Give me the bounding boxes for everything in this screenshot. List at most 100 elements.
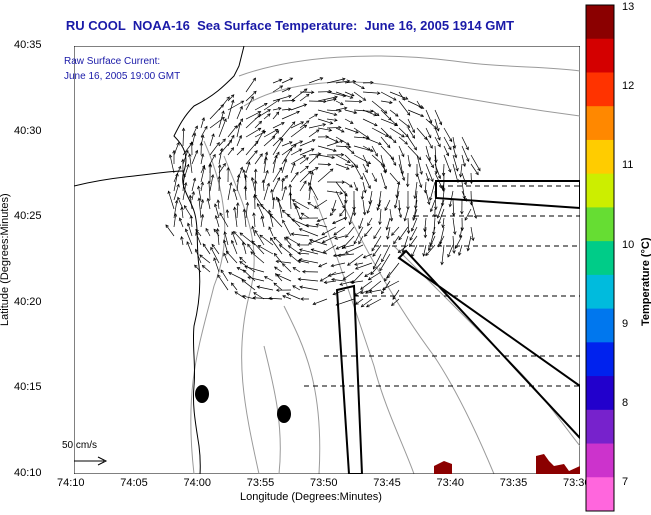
y-tick-label: 40:35 <box>14 39 42 51</box>
current-vector-head <box>247 161 251 166</box>
colorbar-segment <box>586 139 614 175</box>
current-vector <box>425 109 432 124</box>
current-vector <box>218 148 223 165</box>
current-vector <box>263 136 275 147</box>
current-vector <box>290 124 307 138</box>
current-vector <box>380 127 392 139</box>
current-vector <box>245 114 261 129</box>
current-vector <box>269 297 283 300</box>
current-vector <box>398 91 405 101</box>
current-vector-head <box>360 303 365 308</box>
colorbar-segment <box>586 5 614 40</box>
current-vector-head <box>216 141 220 146</box>
current-vector <box>384 271 391 282</box>
current-vector-head <box>310 171 314 175</box>
current-vector <box>295 205 301 219</box>
current-vector-head <box>257 113 262 118</box>
current-vector <box>200 214 204 228</box>
current-vector <box>425 145 431 161</box>
current-vector-head <box>389 218 394 222</box>
current-vector <box>281 111 300 120</box>
current-vector <box>459 226 463 238</box>
current-vector-head <box>207 180 211 185</box>
current-vector <box>179 217 184 228</box>
colorbar-segment <box>586 241 614 276</box>
current-vector-head <box>307 202 311 206</box>
current-vector <box>345 226 355 238</box>
current-vector <box>191 150 198 165</box>
current-vector <box>263 99 280 111</box>
annotation-line-2: June 16, 2005 19:00 GMT <box>64 71 181 82</box>
current-vector-head <box>358 225 362 230</box>
current-vector <box>339 208 346 217</box>
current-vector-head <box>329 121 334 125</box>
current-vector <box>281 144 297 156</box>
current-vector-head <box>189 214 193 219</box>
current-vector-head <box>319 278 324 282</box>
current-vector <box>227 94 235 102</box>
current-vector <box>452 199 455 216</box>
current-vector <box>239 261 256 273</box>
current-vector-head <box>275 273 279 277</box>
current-vector <box>292 267 301 273</box>
current-vector-head <box>406 124 411 128</box>
current-vector-head <box>458 234 463 239</box>
current-vector <box>470 226 474 241</box>
current-vector-head <box>344 250 349 254</box>
current-vector <box>217 228 220 246</box>
current-vector-head <box>365 163 369 168</box>
current-vector-head <box>350 93 355 97</box>
current-vector <box>344 109 357 114</box>
current-vector-head <box>297 277 302 281</box>
current-vector <box>187 223 193 237</box>
current-vector <box>281 108 291 111</box>
current-vector-head <box>242 269 247 274</box>
current-vector <box>286 236 301 246</box>
current-vector <box>398 208 402 218</box>
current-vector-head <box>272 196 276 201</box>
current-vector-head <box>240 147 245 152</box>
current-vector-head <box>374 123 378 127</box>
current-vector <box>242 242 247 255</box>
current-vector <box>371 235 382 252</box>
current-vector <box>362 172 371 189</box>
current-vector-head <box>221 110 225 115</box>
current-vector-head <box>315 154 319 159</box>
current-vector <box>344 127 359 134</box>
current-vector-head <box>254 229 258 234</box>
current-vector-head <box>355 301 359 305</box>
current-vector-head <box>267 109 271 113</box>
current-vector <box>434 145 437 163</box>
colorbar-tick-label: 12 <box>622 80 635 93</box>
current-vector-head <box>297 251 301 255</box>
current-vector <box>379 253 391 271</box>
current-vector <box>398 136 408 145</box>
current-vector-head <box>340 129 345 133</box>
current-vector-head <box>252 77 256 82</box>
current-vector <box>209 117 225 129</box>
current-vector <box>233 188 238 201</box>
current-vector <box>407 118 415 133</box>
current-vector <box>335 127 345 133</box>
current-vector <box>428 235 436 251</box>
colorbar-segment <box>586 207 614 242</box>
current-vector <box>360 289 373 294</box>
current-vector <box>371 172 377 182</box>
current-vector-head <box>259 234 264 239</box>
current-vector <box>407 127 415 139</box>
current-vector <box>441 244 445 265</box>
current-vector <box>362 145 371 151</box>
current-vector-head <box>217 274 221 278</box>
current-vector <box>245 202 248 219</box>
current-vector-head <box>305 120 310 124</box>
current-vector-head <box>292 267 297 271</box>
current-vector <box>458 244 463 256</box>
current-vector-head <box>364 169 368 174</box>
current-vector <box>393 235 400 244</box>
current-vector <box>470 154 481 171</box>
current-vector <box>217 199 220 210</box>
current-vector-head <box>346 142 350 146</box>
current-vector <box>398 145 405 157</box>
current-vector-head <box>288 94 292 99</box>
current-vector-head <box>329 212 334 216</box>
